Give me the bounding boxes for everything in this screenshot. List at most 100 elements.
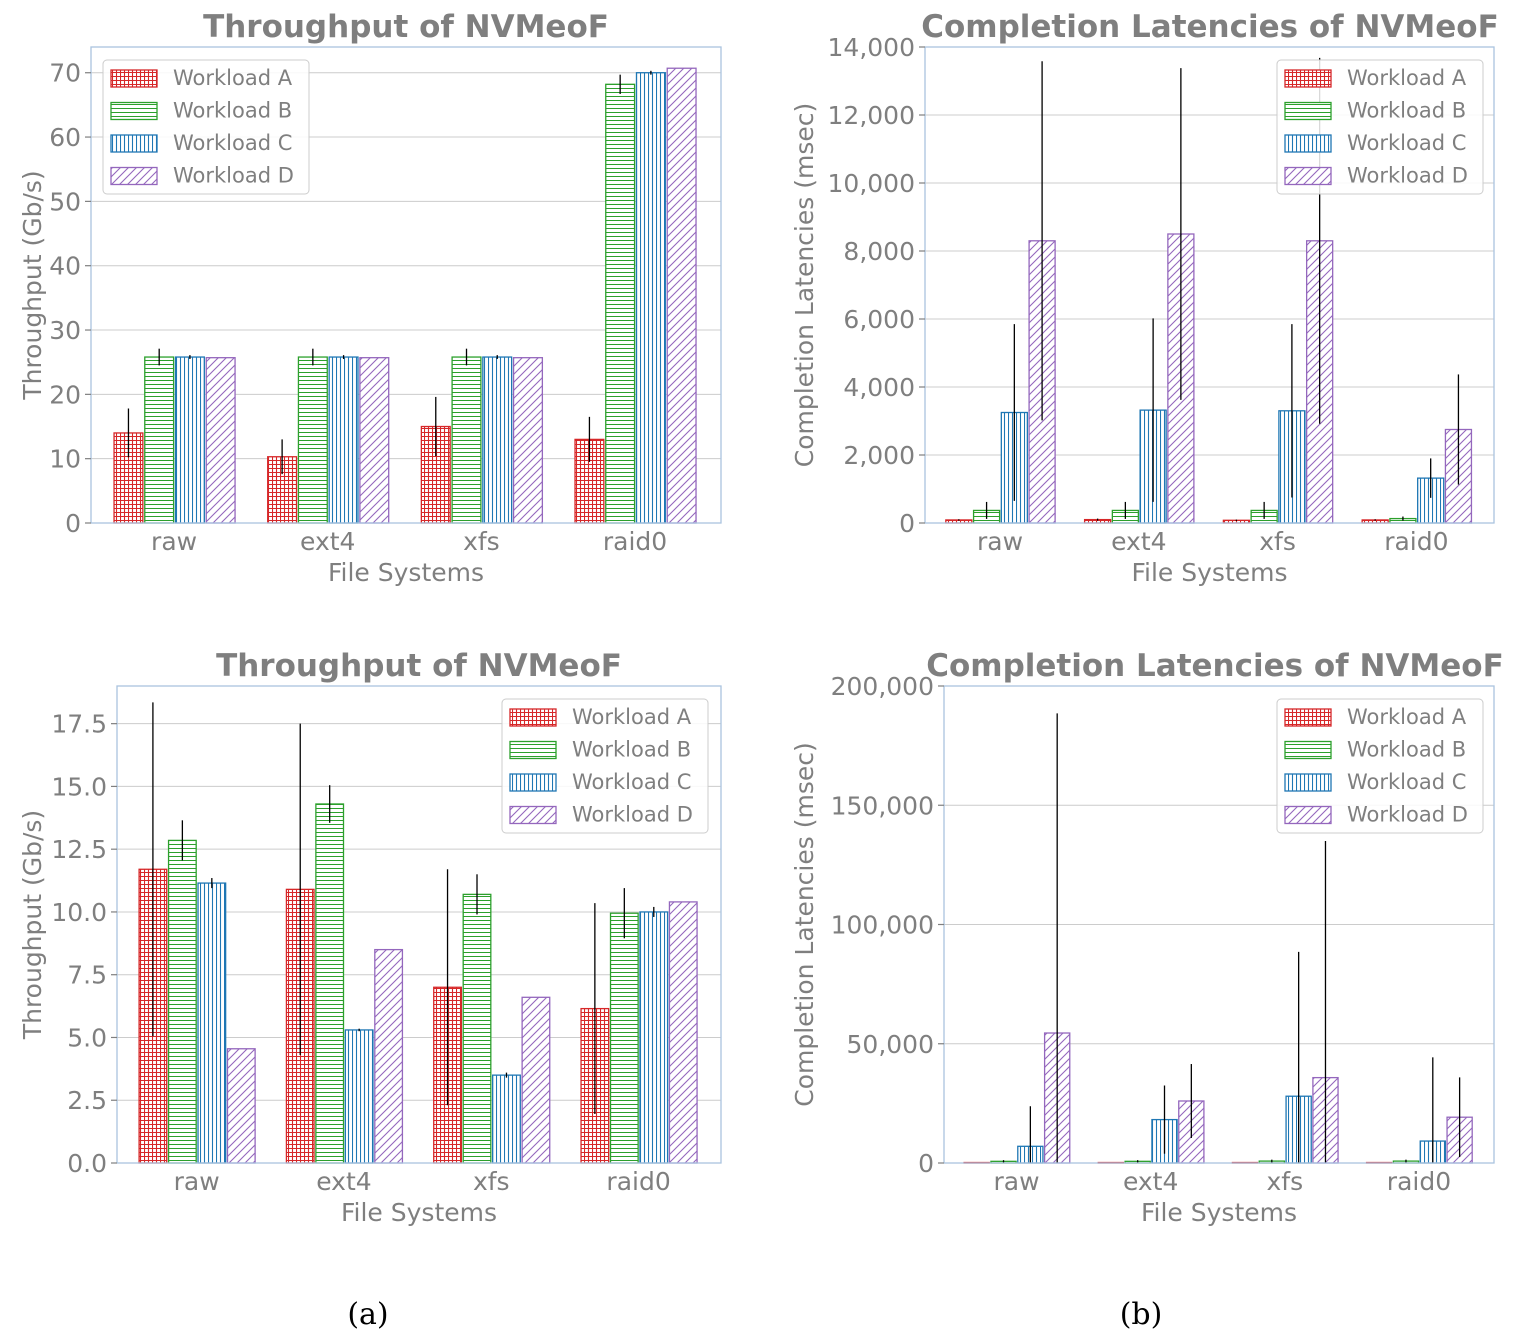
legend: Workload A Workload B Workload C Workload D: [501, 698, 709, 834]
bar-workload-c-xfs: [492, 1074, 521, 1164]
legend-box: [102, 59, 310, 195]
legend-label: Workload A: [572, 705, 692, 729]
x-tick-label: raid0: [1387, 1167, 1451, 1196]
y-tick-label: 8,000: [843, 237, 915, 266]
legend: Workload A Workload B Workload C Workload D: [1276, 698, 1484, 834]
y-tick-label: 0: [65, 509, 81, 538]
y-axis-label: Throughput (Gb/s): [18, 810, 47, 1040]
legend-label: Workload A: [1347, 705, 1467, 729]
legend: Workload A Workload B Workload C Workload D: [102, 59, 310, 195]
bar-workload-c-raid0: [635, 72, 666, 524]
x-tick-label: xfs: [473, 1167, 510, 1196]
legend-box: [1276, 59, 1484, 195]
legend-label: Workload B: [173, 99, 292, 123]
bar-workload-d-raid0: [668, 901, 698, 1164]
y-tick-label: 2,000: [843, 441, 915, 470]
y-tick-label: 15.0: [51, 772, 107, 801]
legend-swatch: [1284, 740, 1332, 760]
bar-workload-b-raw: [167, 839, 197, 1164]
bar-workload-b-raid0: [609, 912, 639, 1164]
axes-frame: [90, 46, 722, 524]
legend-box: [1276, 698, 1484, 834]
legend-swatch: [110, 134, 158, 153]
legend-swatch: [110, 166, 158, 186]
x-tick-label: raw: [977, 527, 1023, 556]
bar-workload-d-raw: [205, 357, 236, 524]
x-axis-label: File Systems: [328, 558, 484, 587]
legend-label: Workload D: [1347, 164, 1468, 188]
bar-workload-d-ext4: [359, 357, 390, 524]
legend-swatch: [110, 69, 158, 88]
legend-label: Workload C: [1347, 131, 1466, 155]
bar-workload-b-xfs: [451, 356, 482, 524]
y-tick-label: 100,000: [831, 911, 934, 940]
y-tick-label: 0.0: [67, 1149, 107, 1178]
legend-swatch: [509, 805, 557, 825]
axes-frame: [924, 46, 1495, 524]
x-tick-label: raw: [151, 527, 197, 556]
bar-workload-b-ext4: [297, 356, 328, 524]
y-tick-label: 0: [899, 509, 915, 538]
y-tick-label: 7.5: [67, 961, 107, 990]
chart-title: Throughput of NVMeoF: [203, 9, 609, 45]
chart-panel-1: raw ext4 xfs raid0 0 10 20 30 40 50 60 70 File Syste…: [18, 9, 722, 587]
chart-panel-3: raw ext4 xfs raid0 0.0 2.5 5.0 7.5 10.0 12.5 15.0 1…: [18, 648, 722, 1227]
legend-swatch: [1284, 134, 1332, 153]
legend-label: Workload D: [173, 164, 294, 188]
bar-workload-b-ext4: [315, 803, 345, 1164]
chart-title: Completion Latencies of NVMeoF: [926, 648, 1504, 684]
x-tick-label: xfs: [1259, 527, 1296, 556]
charts-layer: raw ext4 xfs raid0 0 10 20 30 40 50 60 70 File Syste…: [18, 9, 1504, 1227]
y-axis-label: Throughput (Gb/s): [18, 170, 47, 400]
x-tick-label: xfs: [463, 527, 500, 556]
bar-workload-d-ext4: [374, 948, 404, 1164]
bar-workload-b-raid0: [605, 83, 636, 524]
y-tick-label: 60: [49, 123, 81, 152]
bar-workload-c-xfs: [482, 356, 513, 524]
axes-frame: [116, 685, 722, 1164]
legend-swatch: [1284, 69, 1332, 88]
bar-workload-d-xfs: [512, 357, 544, 524]
legend-swatch: [1284, 805, 1332, 825]
x-tick-label: raid0: [1384, 527, 1448, 556]
y-tick-label: 12.5: [51, 835, 107, 864]
y-tick-label: 10,000: [828, 169, 915, 198]
chart-title: Throughput of NVMeoF: [216, 648, 622, 684]
x-axis-label: File Systems: [341, 1198, 497, 1227]
chart-panel-4: raw ext4 xfs raid0 0 50,000 100,000 150,000 200,…: [790, 648, 1504, 1227]
legend-label: Workload B: [1347, 738, 1466, 762]
legend-swatch: [1284, 166, 1332, 186]
legend-swatch: [509, 740, 557, 760]
y-tick-label: 20: [49, 380, 81, 409]
legend-label: Workload A: [1347, 66, 1467, 90]
caption-a: (a): [347, 1297, 388, 1332]
bar-workload-d-raw: [226, 1048, 256, 1164]
x-tick-label: ext4: [316, 1167, 371, 1196]
legend-swatch: [509, 708, 557, 727]
legend-label: Workload C: [173, 131, 292, 155]
legend: Workload A Workload B Workload C Workload D: [1276, 59, 1484, 195]
x-axis-label: File Systems: [1141, 1198, 1297, 1227]
legend-label: Workload B: [1347, 99, 1466, 123]
legend-swatch: [110, 101, 158, 121]
bar-workload-c-ext4: [344, 1029, 374, 1164]
caption-b: (b): [1120, 1297, 1163, 1332]
y-axis-label: Completion Latencies (msec): [790, 103, 819, 467]
bar-workload-c-ext4: [328, 356, 359, 524]
bar-workload-b-xfs: [462, 893, 492, 1164]
x-axis-label: File Systems: [1131, 558, 1287, 587]
chart-title: Completion Latencies of NVMeoF: [921, 9, 1499, 45]
y-tick-label: 6,000: [843, 305, 915, 334]
y-tick-label: 30: [49, 316, 81, 345]
bar-workload-d-raid0: [666, 67, 697, 524]
y-tick-label: 50,000: [847, 1030, 934, 1059]
y-tick-label: 40: [49, 252, 81, 281]
y-tick-label: 10: [49, 445, 81, 474]
legend-label: Workload D: [572, 803, 693, 827]
y-tick-label: 0: [918, 1149, 934, 1178]
legend-label: Workload A: [173, 66, 293, 90]
legend-label: Workload D: [1347, 803, 1468, 827]
y-tick-label: 70: [49, 59, 81, 88]
y-tick-label: 150,000: [831, 791, 934, 820]
